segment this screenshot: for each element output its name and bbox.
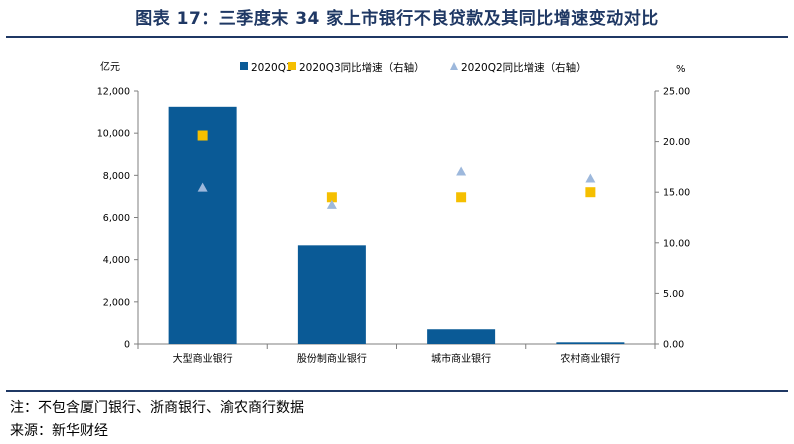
legend-entry-label: 2020Q3同比增速（右轴） [299, 61, 425, 74]
q2-growth-triangle [456, 166, 467, 176]
q3-growth-square [197, 130, 208, 141]
axes: 0 2,000 4,000 6,000 8,000 10,000 12,000 0.00 5.0… [97, 87, 690, 366]
bars [168, 106, 625, 344]
footer-rule [6, 390, 788, 392]
source-note: 来源：新华财经 [10, 423, 108, 439]
y-left-tick-label: 12,000 [97, 87, 130, 98]
markers [197, 130, 596, 209]
bar [427, 329, 496, 344]
bar [556, 342, 625, 344]
title-rule [6, 36, 788, 38]
y-right-tick-label: 15.00 [663, 188, 690, 199]
legend-entry-label: 2020Q2同比增速（右轴） [461, 61, 587, 74]
y-left-tick-label: 4,000 [103, 255, 130, 266]
y-left-tick-label: 10,000 [97, 129, 130, 140]
y-left-tick-label: 0 [124, 340, 130, 351]
y-right-tick-label: 25.00 [663, 87, 690, 98]
legend-marker-bar [240, 62, 248, 70]
q2-growth-triangle [197, 182, 208, 192]
footnote: 注：不包含厦门银行、浙商银行、渝农商行数据 [10, 400, 304, 416]
q2-growth-triangle [326, 199, 337, 209]
bar [168, 106, 237, 344]
q3-growth-square [456, 192, 467, 203]
legend-marker-triangle [450, 62, 458, 70]
y-right-tick-label: 10.00 [663, 238, 690, 249]
y-right-tick-label: 20.00 [663, 137, 690, 148]
bar [297, 245, 366, 344]
legend-entry-label: 2020Q3 [251, 62, 293, 74]
y-right-tick-label: 0.00 [663, 340, 684, 351]
x-tick-label: 大型商业银行 [173, 352, 233, 365]
q3-growth-square [585, 187, 596, 198]
legend: 2020Q3 2020Q3同比增速（右轴） 2020Q2同比增速（右轴） [240, 61, 587, 74]
chart-title: 图表 17：三季度末 34 家上市银行不良贷款及其同比增速变动对比 [135, 9, 659, 29]
y-right-axis-label: % [676, 64, 686, 75]
x-tick-label: 农村商业银行 [560, 352, 620, 365]
y-left-axis-label: 亿元 [100, 60, 120, 73]
q3-growth-square [326, 192, 337, 203]
y-right-tick-label: 5.00 [663, 289, 684, 300]
q2-growth-triangle [585, 173, 596, 183]
legend-marker-square [288, 62, 296, 70]
y-left-tick-label: 6,000 [103, 213, 130, 224]
y-left-tick-label: 8,000 [103, 171, 130, 182]
x-tick-label: 股份制商业银行 [297, 352, 367, 365]
y-left-tick-label: 2,000 [103, 297, 130, 308]
x-tick-label: 城市商业银行 [431, 352, 491, 365]
